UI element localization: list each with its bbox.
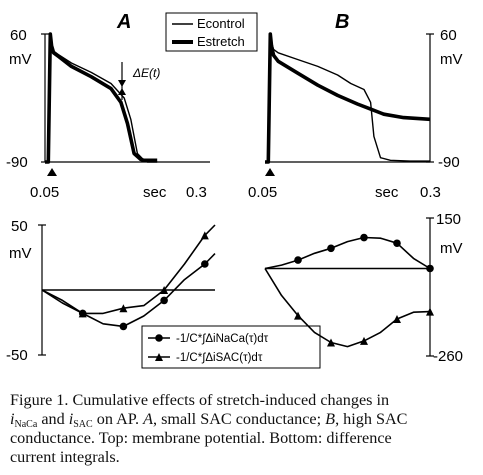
legend-top: Econtrol Estretch: [165, 12, 258, 52]
panel-label-b: B: [335, 11, 349, 33]
b-bottom-series-0-line: [264, 236, 431, 270]
a-bottom-ymax: 50: [11, 218, 28, 235]
b-top-xend: 0.3: [420, 184, 441, 201]
panel-label-a: A: [116, 11, 131, 33]
b-top-xunit: sec: [375, 184, 399, 201]
a-bottom-series-0-line: [41, 253, 216, 328]
b-bottom-series-1-line: [264, 268, 431, 348]
a-top-annotation: ΔE(t): [132, 66, 160, 80]
a-top-series-0-line: [45, 33, 158, 163]
b-top-xstart: 0.05: [248, 184, 277, 201]
b-bottom-ymax: 150: [436, 211, 461, 228]
a-bottom-series-1-line: [41, 224, 216, 315]
b-bottom-naca-point: [426, 264, 434, 273]
legend-label-naca: -1/C*∫ΔiNaCa(τ)dτ: [176, 333, 269, 345]
a-bottom-ymin: -50: [6, 347, 28, 364]
caption-line-2: iNaCa and iSAC on AP. A, small SAC condu…: [10, 410, 408, 430]
caption-line-1: Figure 1. Cumulative effects of stretch-…: [10, 391, 390, 409]
figure: A B Econtrol Estretch 60 mV -90 0.05 sec…: [6, 11, 463, 369]
a-top-xunit: sec: [143, 184, 167, 201]
a-bottom-sac-point: [78, 309, 87, 318]
b-top-ymax: 60: [440, 27, 457, 44]
b-bottom-sac-point: [294, 311, 302, 320]
b-bottom-naca-point: [327, 244, 335, 253]
b-bottom-sac-point: [327, 338, 335, 347]
legend-circle-marker: [155, 334, 163, 342]
delta-e-arrows: [118, 62, 126, 100]
b-bottom-naca-point: [393, 239, 401, 248]
figure-caption: Figure 1. Cumulative effects of stretch-…: [10, 391, 475, 467]
b-bottom-sac-point: [426, 307, 434, 316]
b-bottom-ymin: -260: [433, 348, 463, 365]
b-top-yunit: mV: [440, 51, 463, 68]
a-top-xend: 0.3: [186, 184, 207, 201]
legend-label-sac: -1/C*∫ΔiSAC(τ)dτ: [176, 352, 263, 364]
b-bottom-naca-point: [360, 233, 368, 242]
a-top-ymax: 60: [10, 27, 27, 44]
legend-bottom: -1/C*∫ΔiNaCa(τ)dτ -1/C*∫ΔiSAC(τ)dτ: [141, 325, 321, 369]
a-top-yunit: mV: [9, 51, 32, 68]
a-top-xstart: 0.05: [30, 184, 59, 201]
a-bottom-sac-point: [119, 304, 128, 313]
legend-triangle-marker: [155, 353, 163, 361]
b-top-series-1-line: [265, 32, 431, 164]
b-top-stimulus-marker: [265, 168, 275, 176]
b-bottom-sac-point: [393, 314, 401, 323]
a-top-series-1-line: [45, 32, 158, 164]
a-bottom-naca-point: [201, 260, 209, 268]
a-bottom-naca-point: [160, 296, 168, 305]
a-bottom-yunit: mV: [9, 245, 32, 262]
caption-line-4: current integrals.: [10, 448, 120, 466]
a-bottom-sac-point: [160, 286, 169, 294]
legend-label-econtrol: Econtrol: [197, 16, 245, 31]
a-bottom-sac-point: [200, 231, 209, 240]
b-bottom-yunit: mV: [440, 240, 463, 257]
b-bottom-sac-point: [360, 336, 368, 345]
a-top-ymin: -90: [6, 154, 28, 171]
a-bottom-naca-point: [119, 322, 128, 331]
b-bottom-naca-point: [294, 256, 302, 264]
b-top-ymin: -90: [438, 154, 460, 171]
a-top-stimulus-marker: [47, 168, 57, 176]
caption-line-3: conductance. Top: membrane potential. Bo…: [10, 429, 392, 447]
legend-label-estretch: Estretch: [197, 34, 245, 49]
